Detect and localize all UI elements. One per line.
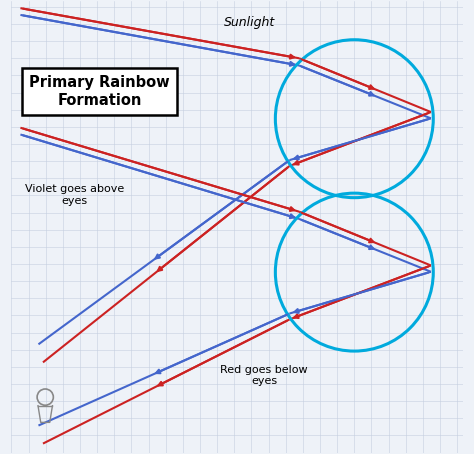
Text: Primary Rainbow
Formation: Primary Rainbow Formation xyxy=(29,75,170,108)
Text: Red goes below
eyes: Red goes below eyes xyxy=(220,365,308,386)
Text: Violet goes above
eyes: Violet goes above eyes xyxy=(25,184,124,206)
Text: Sunlight: Sunlight xyxy=(223,16,275,29)
